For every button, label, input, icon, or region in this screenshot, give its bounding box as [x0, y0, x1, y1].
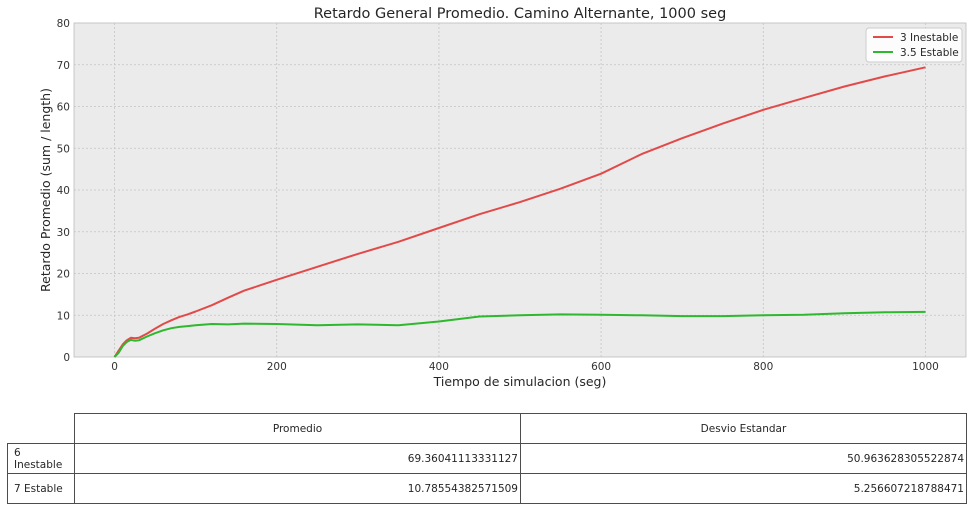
table-corner-cell — [7, 413, 75, 444]
cell-promedio: 10.78554382571509 — [74, 473, 521, 504]
series-line-3-inestable — [113, 66, 926, 358]
cell-promedio: 69.36041113331127 — [74, 443, 521, 474]
legend: 3 Inestable 3.5 Estable — [865, 27, 963, 63]
table-row: 6 Inestable 69.36041113331127 50.9636283… — [7, 443, 967, 474]
x-axis-title: Tiempo de simulacion (seg) — [433, 374, 607, 389]
series-lines — [113, 66, 926, 358]
row-label: 6 Inestable — [7, 443, 75, 474]
line-chart: 0 200 400 600 800 1000 0 10 20 30 40 50 60 70 80 Retar… — [38, 6, 967, 389]
legend-label-inestable: 3 Inestable — [900, 32, 958, 44]
y-tick-label: 30 — [57, 227, 70, 239]
axis-ticks: 0 200 400 600 800 1000 0 10 20 30 40 50 60 70 80 — [57, 18, 939, 373]
y-tick-label: 60 — [57, 102, 70, 114]
x-tick-label: 200 — [267, 361, 287, 373]
cell-desvio: 50.963628305522874 — [520, 443, 967, 474]
table-row: 7 Estable 10.78554382571509 5.2566072187… — [7, 473, 967, 504]
x-tick-label: 400 — [429, 361, 449, 373]
x-tick-label: 600 — [591, 361, 611, 373]
cell-desvio: 5.256607218788471 — [520, 473, 967, 504]
y-tick-label: 70 — [57, 60, 70, 72]
y-axis-title: Retardo Promedio (sum / length) — [38, 88, 53, 292]
y-tick-label: 80 — [57, 18, 70, 30]
legend-label-estable: 3.5 Estable — [900, 47, 959, 59]
x-tick-label: 0 — [111, 361, 118, 373]
table-header-row: Promedio Desvio Estandar — [7, 413, 967, 444]
y-tick-label: 40 — [57, 185, 70, 197]
chart-title: Retardo General Promedio. Camino Alterna… — [314, 6, 727, 22]
header-desvio: Desvio Estandar — [520, 413, 967, 444]
row-label: 7 Estable — [7, 473, 75, 504]
y-tick-label: 20 — [57, 269, 70, 281]
y-tick-label: 10 — [57, 310, 70, 322]
x-tick-label: 1000 — [912, 361, 939, 373]
series-line-3-5-estable — [113, 310, 926, 358]
stats-table: Promedio Desvio Estandar 6 Inestable 69.… — [7, 413, 967, 504]
y-tick-label: 50 — [57, 143, 70, 155]
y-tick-label: 0 — [63, 352, 70, 364]
header-promedio: Promedio — [74, 413, 521, 444]
x-tick-label: 800 — [753, 361, 773, 373]
